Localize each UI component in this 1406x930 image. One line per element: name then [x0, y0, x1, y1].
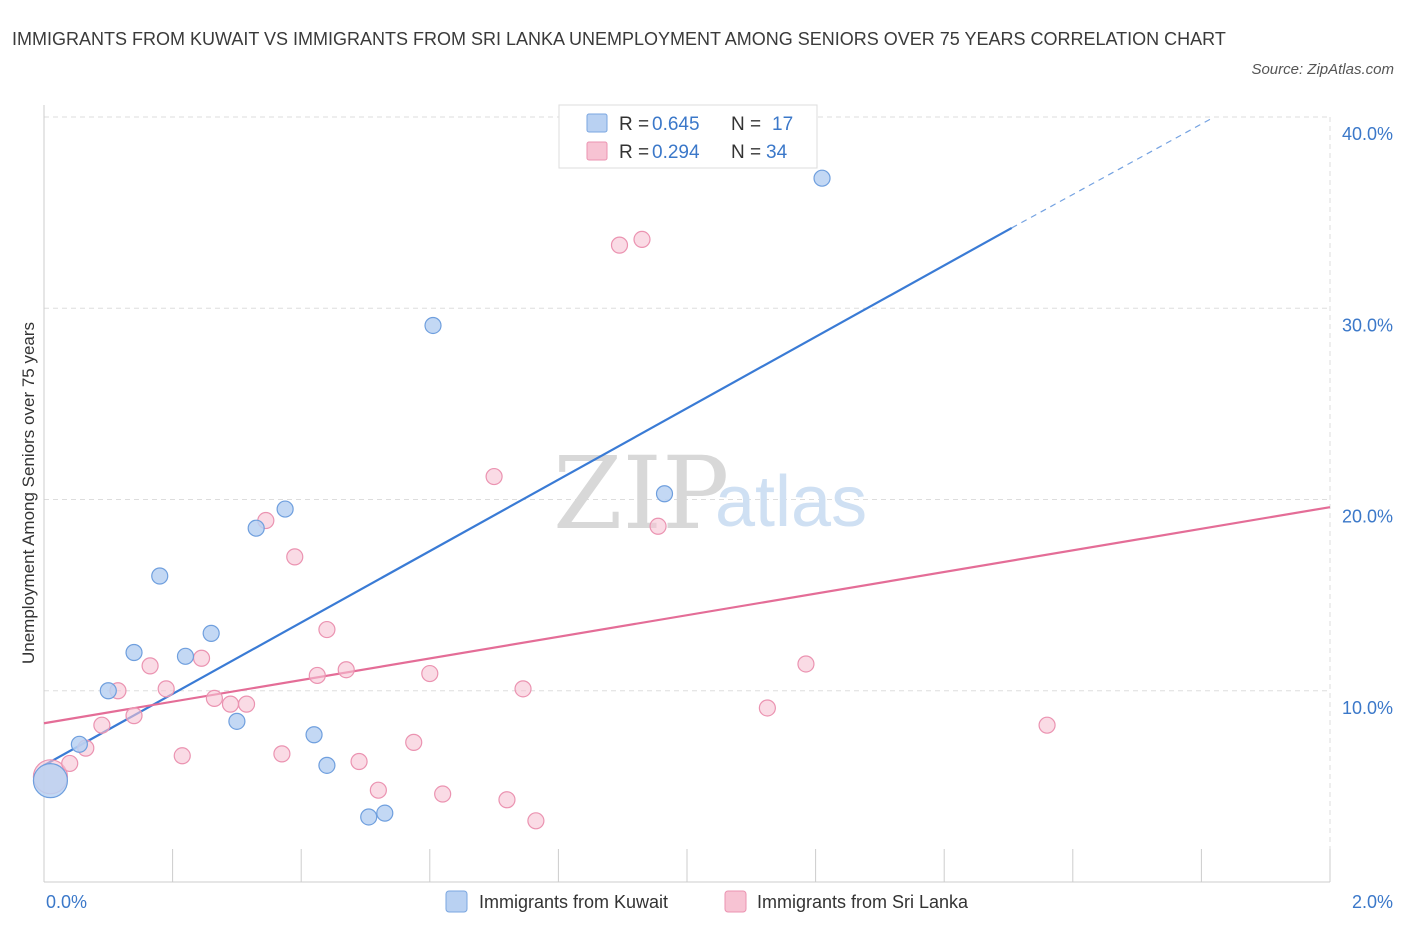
point-kuwait	[125, 643, 143, 662]
point-kuwait	[247, 519, 265, 537]
point-srilanka	[173, 747, 191, 765]
bottom-legend-swatch-kuwait	[445, 890, 468, 913]
point-srilanka	[485, 467, 503, 486]
legend-swatch-srilanka	[586, 141, 608, 161]
point-kuwait	[318, 756, 336, 774]
y-tick-label: 20.0%	[1342, 507, 1393, 527]
point-kuwait	[151, 567, 169, 585]
point-kuwait	[305, 726, 323, 744]
y-tick-label: 40.0%	[1342, 124, 1393, 144]
point-kuwait	[376, 804, 394, 822]
trend-line-srilanka	[43, 506, 1331, 725]
point-srilanka	[527, 812, 545, 830]
point-srilanka	[514, 680, 532, 698]
series-legend: Immigrants from Kuwait Immigrants from S…	[445, 890, 969, 913]
y-tick-label: 10.0%	[1342, 698, 1393, 718]
legend-r-label-srilanka: R =	[619, 142, 649, 163]
legend-n-label-srilanka: N =	[731, 142, 761, 163]
point-srilanka	[350, 752, 368, 771]
point-srilanka	[434, 785, 452, 803]
point-srilanka	[61, 754, 79, 773]
trend-line-kuwait-extension	[1011, 116, 1215, 229]
point-kuwait	[70, 735, 88, 753]
point-kuwait	[228, 712, 246, 730]
point-srilanka	[192, 649, 211, 667]
point-srilanka	[205, 689, 223, 708]
legend-r-label-kuwait: R =	[619, 114, 649, 135]
point-srilanka	[125, 707, 143, 725]
point-kuwait	[360, 808, 378, 826]
legend-n-value-srilanka: 34	[766, 142, 788, 163]
chart-source: Source: ZipAtlas.com	[1251, 61, 1394, 78]
point-srilanka	[421, 664, 439, 683]
point-srilanka	[633, 230, 651, 248]
point-srilanka	[498, 791, 516, 809]
point-srilanka	[141, 657, 159, 675]
point-srilanka	[237, 695, 256, 713]
bottom-legend-srilanka: Immigrants from Sri Lanka	[757, 892, 969, 912]
legend-n-value-kuwait: 17	[772, 114, 793, 135]
point-kuwait	[276, 500, 294, 518]
chart-title: IMMIGRANTS FROM KUWAIT VS IMMIGRANTS FRO…	[12, 29, 1226, 49]
trend-line-kuwait	[43, 226, 1013, 767]
x-tick-label: 0.0%	[46, 892, 87, 912]
point-srilanka	[337, 661, 355, 679]
point-kuwait	[202, 624, 220, 642]
point-srilanka	[369, 781, 387, 799]
legend-swatch-kuwait	[586, 113, 608, 133]
point-srilanka	[797, 655, 815, 673]
bottom-legend-kuwait: Immigrants from Kuwait	[479, 892, 668, 912]
point-kuwait	[99, 682, 117, 700]
point-srilanka	[221, 695, 240, 713]
watermark-atlas: atlas	[715, 462, 867, 542]
point-srilanka	[318, 620, 336, 639]
point-srilanka	[405, 733, 423, 751]
point-srilanka	[308, 666, 326, 685]
tick-labels: 10.0% 20.0% 30.0% 40.0% 0.0% 2.0%	[46, 124, 1393, 912]
correlation-legend: R = 0.645 N = 17 R = 0.294 N = 34	[558, 104, 818, 169]
point-srilanka	[610, 236, 629, 254]
x-tick-label: 2.0%	[1352, 892, 1393, 912]
point-kuwait	[655, 485, 674, 503]
point-kuwait	[813, 169, 831, 187]
point-srilanka	[286, 548, 304, 566]
axes	[43, 105, 1331, 883]
legend-n-label-kuwait: N =	[731, 114, 761, 135]
data-points	[32, 169, 1056, 830]
y-tick-label: 30.0%	[1342, 315, 1393, 335]
bottom-legend-swatch-srilanka	[724, 890, 747, 913]
point-srilanka	[758, 699, 776, 717]
legend-r-value-kuwait: 0.645	[652, 114, 700, 135]
point-srilanka	[93, 716, 111, 734]
point-kuwait	[424, 316, 442, 335]
point-srilanka	[1038, 716, 1056, 734]
trend-lines	[43, 116, 1331, 767]
watermark-zip: ZIP	[553, 435, 729, 552]
point-srilanka	[157, 680, 175, 698]
y-axis-label: Unemployment Among Seniors over 75 years	[19, 322, 38, 664]
legend-r-value-srilanka: 0.294	[652, 142, 700, 163]
point-kuwait	[32, 763, 69, 799]
point-srilanka	[649, 517, 667, 535]
point-srilanka	[273, 745, 291, 763]
point-kuwait	[176, 647, 195, 665]
